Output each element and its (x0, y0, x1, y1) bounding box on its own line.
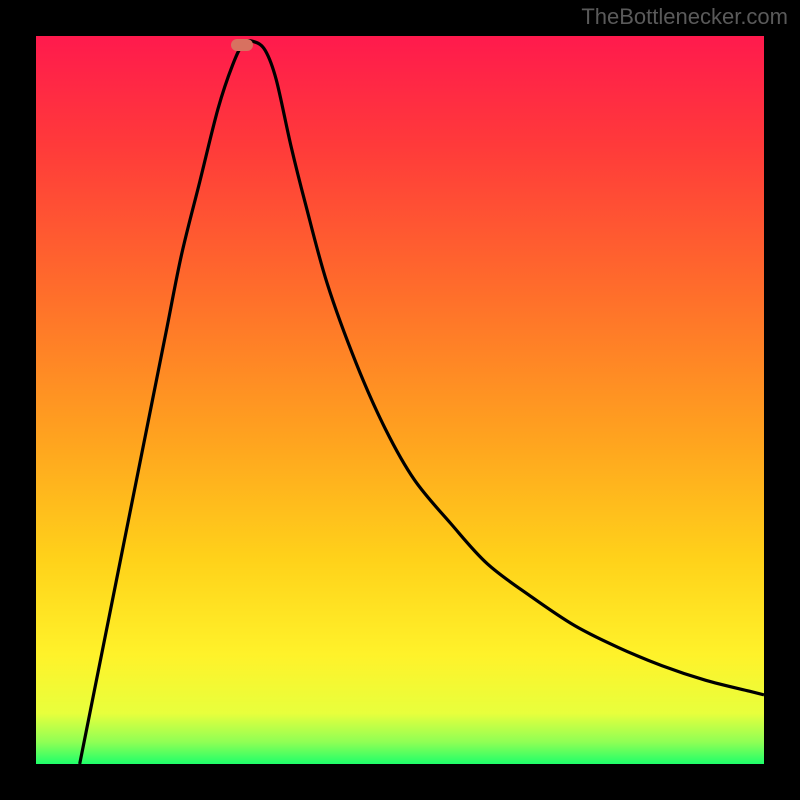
plot-area (36, 36, 764, 764)
watermark-text: TheBottlenecker.com (581, 4, 788, 30)
optimum-marker (231, 39, 253, 51)
chart-container: TheBottlenecker.com (0, 0, 800, 800)
bottleneck-curve (80, 41, 764, 764)
curve-svg (36, 36, 764, 764)
